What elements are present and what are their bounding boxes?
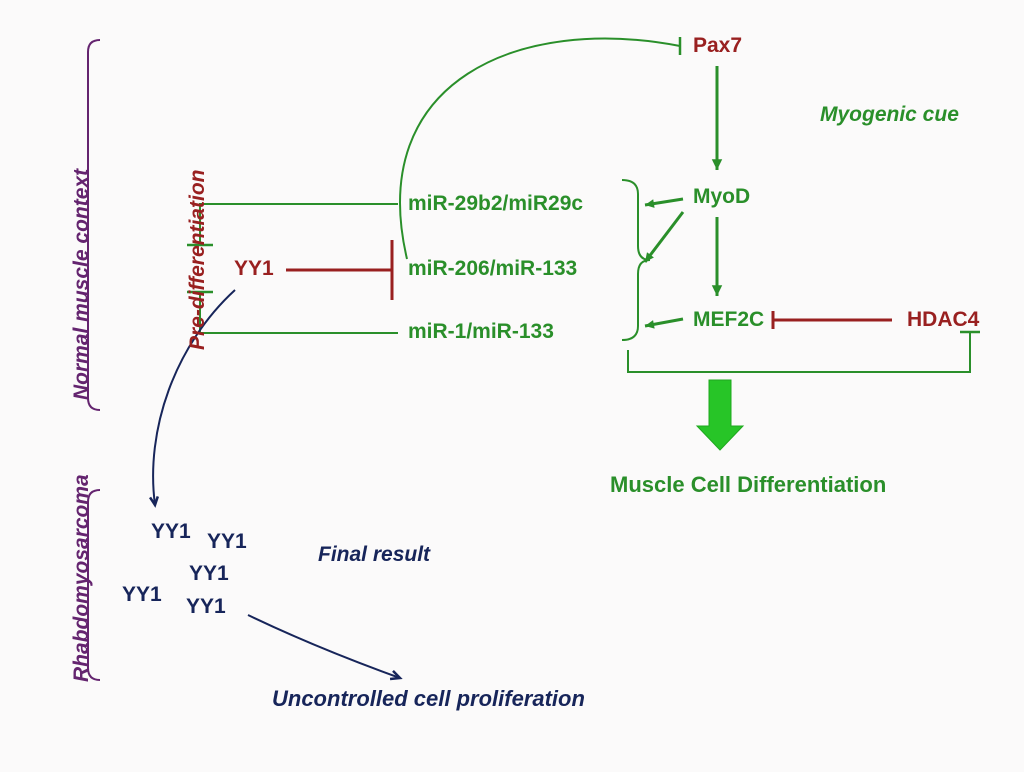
node-mef2c: MEF2C <box>693 308 764 332</box>
node-hdac4: HDAC4 <box>907 308 979 332</box>
myogenic-cue-label: Myogenic cue <box>820 103 959 127</box>
node-mir206: miR-206/miR-133 <box>408 257 577 281</box>
muscle-cell-diff-label: Muscle Cell Differentiation <box>610 472 886 498</box>
uncontrolled-prolif-label: Uncontrolled cell proliferation <box>272 686 585 712</box>
pre-differentiation-label: Pre-differentiation <box>186 170 210 350</box>
node-yy1-cluster-5: YY1 <box>186 595 226 619</box>
node-yy1-cluster-1: YY1 <box>151 520 191 544</box>
context-normal-label: Normal muscle context <box>70 169 94 400</box>
node-mir29: miR-29b2/miR29c <box>408 192 583 216</box>
node-myod: MyoD <box>693 185 750 209</box>
diagram-stage: Normal muscle context Rhabdomyosarcoma P… <box>0 0 1024 772</box>
node-mir1: miR-1/miR-133 <box>408 320 554 344</box>
final-result-label: Final result <box>318 543 430 567</box>
node-yy1-cluster-3: YY1 <box>189 562 229 586</box>
node-pax7: Pax7 <box>693 34 742 58</box>
node-yy1-cluster-2: YY1 <box>207 530 247 554</box>
node-yy1: YY1 <box>234 257 274 281</box>
node-yy1-cluster-4: YY1 <box>122 583 162 607</box>
context-rhabdo-label: Rhabdomyosarcoma <box>70 474 94 682</box>
